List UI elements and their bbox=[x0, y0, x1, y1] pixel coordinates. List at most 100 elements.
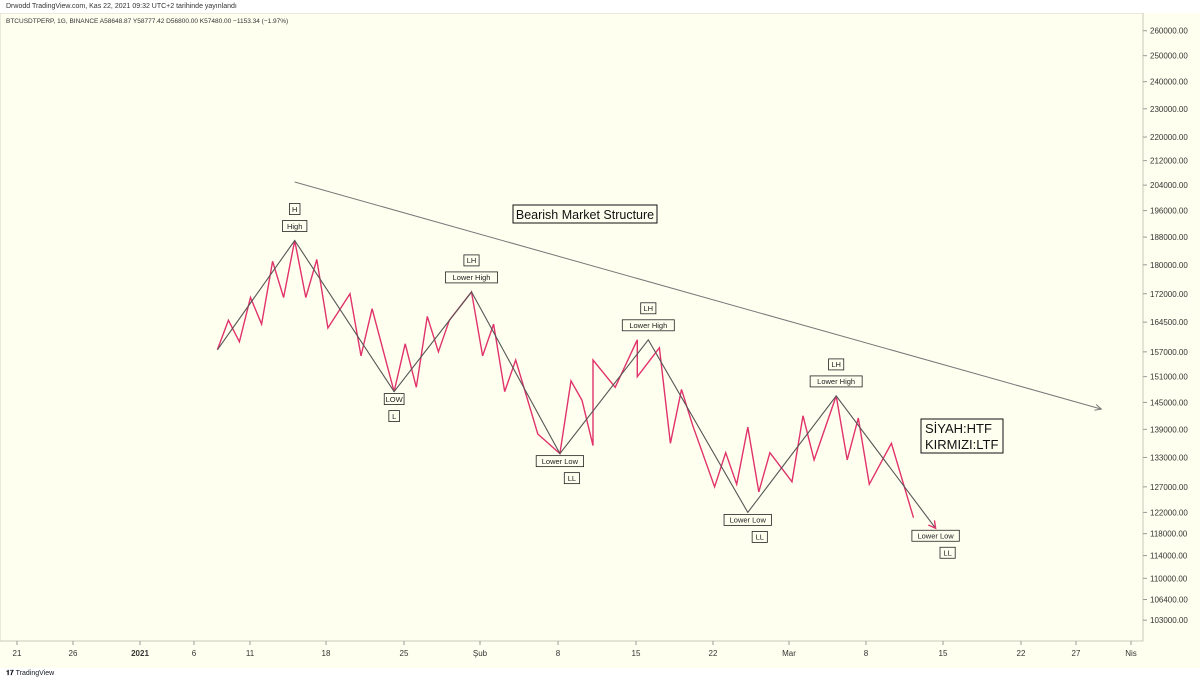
structure-label: LOW bbox=[383, 393, 405, 405]
structure-label-border bbox=[809, 375, 863, 388]
time-tick-label: 21 bbox=[13, 649, 22, 658]
structure-label: LL bbox=[563, 472, 580, 485]
legend-htf: SİYAH:HTF bbox=[925, 421, 992, 436]
structure-label-text: Lower Low bbox=[730, 516, 767, 525]
structure-label-text: Lower Low bbox=[917, 532, 954, 541]
price-tick-label: 212000.00 bbox=[1150, 157, 1188, 166]
time-tick-label: 22 bbox=[709, 649, 718, 658]
time-tick-label: 18 bbox=[322, 649, 331, 658]
chart-area[interactable]: BTCUSDTPERP, 1G, BINANCE A58648.87 Y5877… bbox=[0, 12, 1200, 668]
legend-box-border bbox=[920, 418, 1004, 454]
price-tick-label: 240000.00 bbox=[1150, 78, 1188, 87]
structure-label-border bbox=[445, 271, 498, 284]
structure-label-text: Lower High bbox=[817, 377, 855, 386]
structure-label: Lower High bbox=[445, 271, 498, 284]
time-tick-label: 25 bbox=[400, 649, 409, 658]
structure-label-text: LH bbox=[644, 304, 654, 313]
structure-label-border bbox=[828, 358, 845, 371]
time-tick-label: 15 bbox=[939, 649, 948, 658]
structure-label-border bbox=[911, 529, 960, 542]
structure-label-text: LL bbox=[756, 533, 764, 542]
price-tick-label: 151000.00 bbox=[1150, 373, 1188, 382]
structure-label-border bbox=[621, 319, 675, 332]
structure-label: Lower High bbox=[621, 319, 675, 332]
bearish-trendline[interactable] bbox=[294, 181, 1102, 410]
structure-label: Lower High bbox=[809, 375, 863, 388]
structure-label: High bbox=[282, 220, 308, 232]
time-tick-label: 26 bbox=[69, 649, 78, 658]
price-tick-label: 230000.00 bbox=[1150, 105, 1188, 114]
time-tick-label: Mar bbox=[782, 649, 796, 658]
structure-label: L bbox=[388, 410, 400, 422]
time-tick-label: Şub bbox=[473, 649, 488, 658]
structure-label: LH bbox=[463, 254, 480, 267]
price-tick-label: 180000.00 bbox=[1150, 261, 1188, 270]
structure-label-text: L bbox=[392, 412, 396, 421]
footer: 𝟏𝟕 TradingView bbox=[0, 666, 1200, 681]
price-tick-label: 139000.00 bbox=[1150, 425, 1188, 434]
structure-label-text: LH bbox=[467, 256, 477, 265]
price-axis[interactable]: 260000.00 250000.00 240000.00 230000.00 2200… bbox=[1142, 13, 1188, 641]
price-tick-label: 196000.00 bbox=[1150, 207, 1188, 216]
price-tick-label: 122000.00 bbox=[1150, 508, 1188, 517]
time-tick-label: 22 bbox=[1017, 649, 1026, 658]
price-tick-label: 110000.00 bbox=[1150, 574, 1188, 583]
structure-label: Lower Low bbox=[535, 455, 585, 468]
structure-labels: H High LH Lower High LH Lower High LH Lower Hig… bbox=[282, 203, 960, 559]
structure-label-text: High bbox=[287, 222, 302, 231]
structure-label: LL bbox=[751, 531, 768, 543]
structure-label-border bbox=[723, 514, 772, 526]
price-tick-label: 114000.00 bbox=[1150, 552, 1188, 561]
price-tick-label: 260000.00 bbox=[1150, 27, 1188, 36]
price-tick-label: 133000.00 bbox=[1150, 453, 1188, 462]
price-tick-label: 103000.00 bbox=[1150, 616, 1188, 625]
structure-label-border bbox=[535, 455, 585, 468]
structure-label-border bbox=[563, 472, 580, 485]
price-tick-label: 164500.00 bbox=[1150, 318, 1188, 327]
structure-label-text: Lower High bbox=[453, 273, 491, 282]
structure-label: Lower Low bbox=[723, 514, 772, 526]
structure-label-border bbox=[383, 393, 405, 405]
structure-label-border bbox=[751, 531, 768, 543]
time-tick-label: Nis bbox=[1125, 649, 1137, 658]
chart-title: Bearish Market Structure bbox=[516, 208, 654, 222]
time-tick-label: 6 bbox=[192, 649, 197, 658]
price-chart[interactable]: BTCUSDTPERP, 1G, BINANCE A58648.87 Y5877… bbox=[0, 12, 1200, 668]
structure-label: H bbox=[288, 203, 301, 215]
structure-label-text: Lower Low bbox=[542, 457, 579, 466]
structure-label-text: LOW bbox=[386, 395, 404, 404]
time-tick-label: 8 bbox=[556, 649, 561, 658]
legend-box: SİYAH:HTF KIRMIZI:LTF bbox=[920, 418, 1004, 454]
time-axis[interactable]: 21 26 2021 6 11 18 25 Şub 8 15 22 Mar 8 15 22 27 Nis bbox=[0, 640, 1143, 658]
publish-line: Drwodd TradingView.com, Kas 22, 2021 09:… bbox=[6, 3, 237, 10]
tradingview-logo-icon: 𝟏𝟕 bbox=[6, 670, 14, 677]
structure-label: LH bbox=[828, 358, 845, 371]
price-tick-label: 250000.00 bbox=[1150, 52, 1188, 61]
chart-background bbox=[0, 13, 1200, 668]
price-tick-label: 204000.00 bbox=[1150, 181, 1188, 190]
price-tick-label: 145000.00 bbox=[1150, 398, 1188, 407]
symbol-line: BTCUSDTPERP, 1G, BINANCE A58648.87 Y5877… bbox=[6, 18, 288, 25]
time-tick-label: 27 bbox=[1072, 649, 1081, 658]
structure-label-text: H bbox=[292, 205, 297, 214]
title-box-border bbox=[512, 204, 658, 224]
title-box: Bearish Market Structure bbox=[512, 204, 658, 224]
publish-header: Drwodd TradingView.com, Kas 22, 2021 09:… bbox=[0, 0, 1200, 13]
structure-label-border bbox=[939, 546, 956, 559]
time-tick-label: 2021 bbox=[131, 649, 149, 658]
htf-series-line[interactable] bbox=[216, 239, 937, 529]
price-tick-label: 118000.00 bbox=[1150, 530, 1188, 539]
legend-ltf: KIRMIZI:LTF bbox=[925, 437, 998, 452]
price-tick-label: 220000.00 bbox=[1150, 133, 1188, 142]
structure-label-border bbox=[282, 220, 308, 232]
structure-label: LH bbox=[640, 302, 657, 315]
structure-label-border bbox=[640, 302, 657, 315]
time-tick-label: 15 bbox=[632, 649, 641, 658]
structure-label-text: LL bbox=[943, 549, 951, 558]
price-tick-label: 188000.00 bbox=[1150, 233, 1188, 242]
series-end-arrow bbox=[928, 520, 937, 530]
price-tick-label: 172000.00 bbox=[1150, 290, 1188, 299]
brand-name: TradingView bbox=[15, 670, 55, 677]
time-tick-label: 11 bbox=[246, 649, 255, 658]
structure-label-text: Lower High bbox=[629, 321, 667, 330]
